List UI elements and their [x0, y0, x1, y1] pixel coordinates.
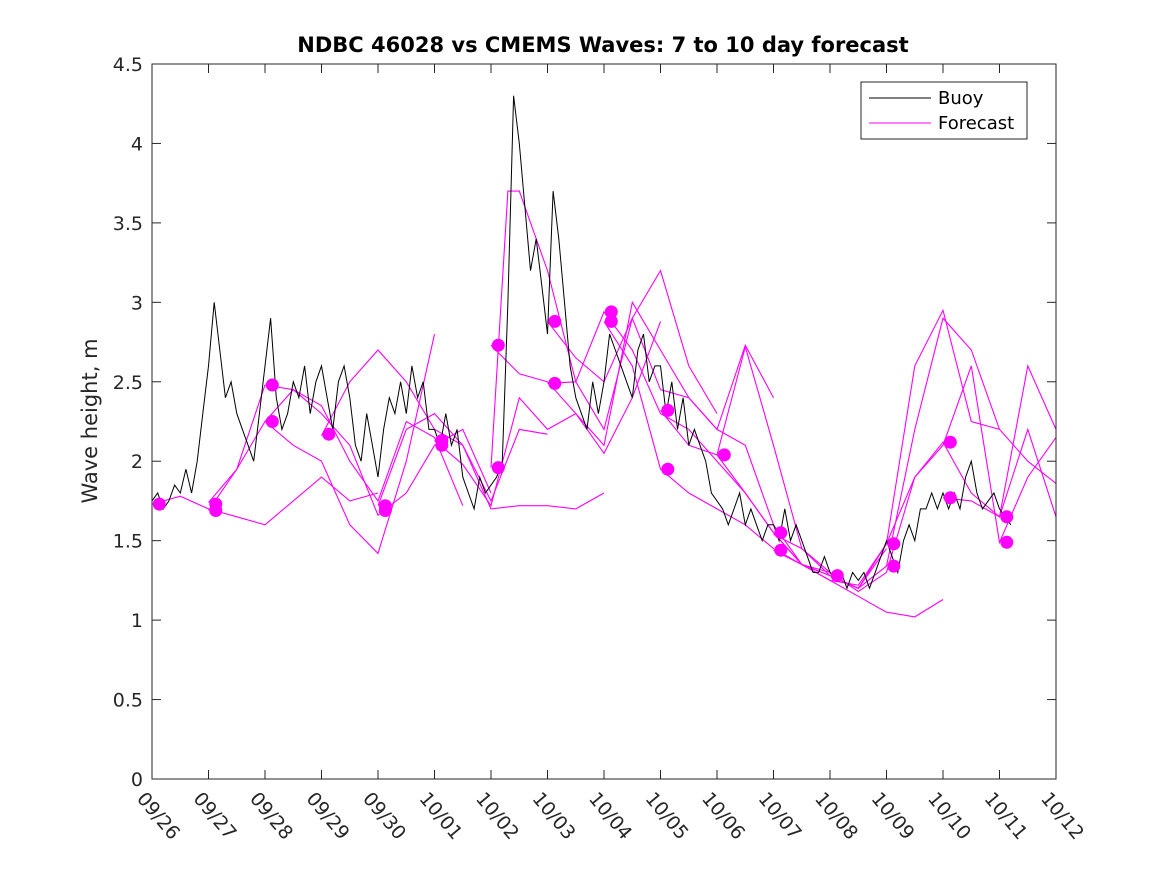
y-tick-label-8: 4 — [131, 133, 143, 155]
forecast-line-8 — [490, 300, 774, 447]
forecast-start-marker-22 — [887, 537, 901, 551]
forecast-start-marker-26 — [1000, 510, 1014, 524]
y-tick-label-1: 0.5 — [113, 690, 143, 712]
forecast-start-marker-18 — [717, 448, 731, 462]
y-tick-label-3: 1.5 — [113, 531, 143, 553]
y-tick-label-7: 3.5 — [113, 213, 143, 235]
legend-buoy-label: Buoy — [938, 88, 984, 109]
forecast-start-marker-15 — [604, 314, 618, 328]
chart-title: NDBC 46028 vs CMEMS Waves: 7 to 10 day f… — [297, 33, 908, 57]
y-axis-label: Wave height, m — [78, 338, 102, 503]
forecast-start-marker-4 — [265, 415, 279, 428]
forecast-start-marker-23 — [887, 559, 901, 573]
plot-layer — [152, 95, 1056, 618]
y-tick-label-5: 2.5 — [113, 372, 143, 394]
legend-forecast-label: Forecast — [938, 113, 1014, 134]
forecast-start-marker-10 — [491, 338, 505, 352]
forecast-start-marker-20 — [774, 543, 788, 557]
forecast-start-marker-25 — [943, 491, 957, 505]
forecast-start-marker-2 — [209, 504, 223, 517]
forecast-start-marker-3 — [265, 378, 279, 392]
forecast-start-marker-9 — [435, 438, 449, 452]
forecast-start-marker-19 — [774, 526, 788, 540]
forecast-line-0 — [152, 476, 379, 526]
y-tick-label-9: 4.5 — [113, 54, 143, 76]
forecast-line-6 — [434, 321, 662, 508]
forecast-line-13 — [716, 317, 1056, 589]
legend-box — [860, 81, 1028, 140]
buoy-line — [152, 95, 1012, 590]
forecast-start-marker-5 — [322, 427, 336, 441]
y-tick-label-6: 3 — [131, 292, 143, 314]
series-group — [152, 95, 1056, 618]
forecast-start-marker-24 — [943, 435, 957, 449]
forecast-start-marker-12 — [548, 314, 562, 328]
forecast-start-marker-13 — [548, 376, 562, 390]
forecast-start-marker-16 — [661, 403, 675, 417]
forecast-start-marker-21 — [830, 569, 844, 583]
forecast-line-11 — [603, 321, 944, 618]
legend: Buoy Forecast — [860, 81, 1028, 140]
forecast-start-marker-0 — [152, 497, 166, 511]
forecast-line-5 — [377, 412, 605, 510]
y-tick-label-2: 1 — [131, 610, 143, 632]
forecast-line-15 — [773, 364, 1056, 586]
forecast-start-marker-17 — [661, 462, 675, 476]
forecast-line-2 — [208, 384, 464, 511]
forecast-start-marker-27 — [1000, 535, 1014, 549]
forecast-markers — [152, 305, 1014, 583]
y-tick-label-4: 2 — [131, 451, 143, 473]
forecast-start-marker-11 — [491, 461, 505, 475]
y-tick-label-0: 0 — [131, 769, 143, 791]
forecast-start-marker-14 — [604, 305, 618, 319]
forecast-line-1 — [208, 333, 436, 555]
forecast-start-marker-7 — [378, 504, 392, 517]
